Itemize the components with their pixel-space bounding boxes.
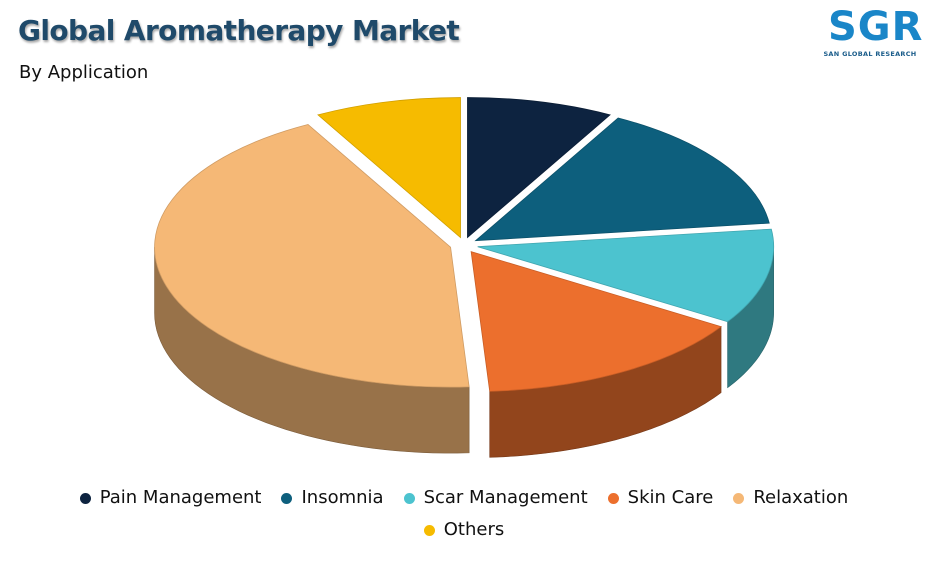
chart-title: Global Aromatherapy Market bbox=[18, 14, 460, 47]
legend-label: Skin Care bbox=[627, 487, 714, 508]
legend-label: Insomnia bbox=[301, 487, 384, 508]
legend-item-others: Others bbox=[423, 518, 505, 542]
chart-subtitle: By Application bbox=[19, 62, 149, 83]
legend-label: Pain Management bbox=[99, 487, 262, 508]
pie-slice-skin-care bbox=[470, 251, 722, 392]
legend-marker bbox=[607, 492, 619, 504]
legend-label: Scar Management bbox=[423, 487, 588, 508]
legend-item-pain-management: Pain Management bbox=[79, 486, 262, 510]
chart-legend: Pain Management Insomnia Scar Management Sk… bbox=[40, 484, 888, 548]
legend-marker bbox=[79, 492, 91, 504]
legend-label: Others bbox=[443, 519, 505, 540]
legend-marker bbox=[281, 492, 293, 504]
legend-item-relaxation: Relaxation bbox=[733, 486, 848, 510]
brand-logo: SGR SAN GLOBAL RESEARCH bbox=[820, 4, 922, 64]
legend-marker bbox=[733, 492, 745, 504]
legend-item-insomnia: Insomnia bbox=[281, 486, 384, 510]
legend-item-scar-management: Scar Management bbox=[403, 486, 588, 510]
pie-slice-scar-management bbox=[477, 228, 775, 323]
logo-tagline: SAN GLOBAL RESEARCH bbox=[823, 50, 917, 58]
pie-slice-relaxation bbox=[154, 124, 470, 388]
pie-slice-insomnia bbox=[474, 117, 770, 242]
logo-mark: SGR bbox=[828, 4, 924, 50]
pie-slice-pain-management bbox=[467, 97, 611, 239]
legend-label: Relaxation bbox=[753, 487, 849, 508]
legend-item-skin-care: Skin Care bbox=[607, 486, 714, 510]
legend-marker bbox=[403, 492, 415, 504]
pie-slice-others bbox=[317, 97, 461, 239]
legend-marker bbox=[423, 524, 435, 536]
